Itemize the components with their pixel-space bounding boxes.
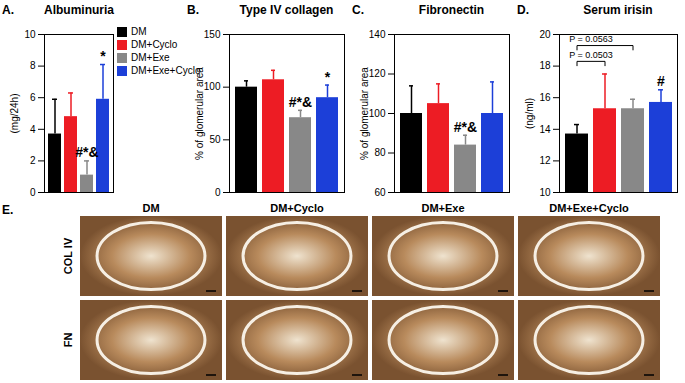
- svg-text:% of glomerular area: % of glomerular area: [194, 67, 205, 160]
- svg-text:#*&: #*&: [454, 119, 477, 135]
- svg-text:60: 60: [374, 187, 386, 198]
- html-text:DM: DM: [131, 26, 147, 37]
- svg-text:10: 10: [539, 187, 551, 198]
- svg-text:(ng/ml): (ng/ml): [524, 98, 535, 129]
- svg-text:12: 12: [539, 155, 551, 166]
- html-text:C.: C.: [352, 3, 364, 17]
- svg-text:*: *: [325, 69, 331, 85]
- svg-text:% of glomerular area: % of glomerular area: [359, 67, 370, 160]
- html-text:DM+Cyclo: DM+Cyclo: [131, 39, 178, 50]
- html-text:B.: B.: [187, 3, 199, 17]
- html-text:Fibronectin: Fibronectin: [418, 3, 485, 17]
- svg-text:2: 2: [30, 155, 36, 166]
- svg-text:DM+Cyclo: DM+Cyclo: [270, 202, 324, 214]
- svg-text:0: 0: [30, 187, 36, 198]
- svg-text:150: 150: [204, 29, 221, 40]
- svg-text:6: 6: [30, 92, 36, 103]
- svg-text:140: 140: [369, 29, 386, 40]
- svg-text:DM: DM: [142, 202, 159, 214]
- svg-text:#*&: #*&: [289, 94, 312, 110]
- svg-text:4: 4: [30, 124, 36, 135]
- svg-text:120: 120: [369, 68, 386, 79]
- svg-text:DM+Exe: DM+Exe: [421, 202, 464, 214]
- svg-text:20: 20: [539, 29, 551, 40]
- svg-text:16: 16: [539, 92, 551, 103]
- svg-text:P = 0.0563: P = 0.0563: [569, 34, 613, 44]
- svg-text:DM+Exe+Cyclo: DM+Exe+Cyclo: [549, 202, 629, 214]
- svg-text:50: 50: [209, 134, 221, 145]
- html-text:Serum irisin: Serum irisin: [583, 3, 653, 17]
- svg-text:0: 0: [215, 187, 221, 198]
- svg-text:8: 8: [30, 60, 36, 71]
- svg-text:100: 100: [204, 81, 221, 92]
- html-text:DM+Exe: DM+Exe: [131, 52, 170, 63]
- svg-text:P = 0.0503: P = 0.0503: [569, 50, 613, 60]
- html-text:D.: D.: [517, 3, 529, 17]
- svg-text:#*&: #*&: [75, 144, 98, 160]
- svg-text:18: 18: [539, 60, 551, 71]
- html-text:A.: A.: [2, 3, 14, 17]
- svg-text:(mg/24h): (mg/24h): [9, 93, 20, 133]
- svg-text:COL IV: COL IV: [62, 237, 74, 274]
- svg-text:#: #: [657, 73, 665, 89]
- svg-text:FN: FN: [62, 333, 74, 348]
- html-text:DM+Exe+Cyclo: DM+Exe+Cyclo: [131, 65, 201, 76]
- html-text:Albuminuria: Albuminuria: [44, 3, 114, 17]
- svg-text:80: 80: [374, 147, 386, 158]
- svg-text:10: 10: [24, 29, 36, 40]
- svg-text:100: 100: [369, 108, 386, 119]
- svg-text:14: 14: [539, 124, 551, 135]
- svg-text:E.: E.: [2, 203, 13, 217]
- html-text:Type IV collagen: Type IV collagen: [239, 3, 334, 17]
- svg-text:*: *: [100, 48, 106, 64]
